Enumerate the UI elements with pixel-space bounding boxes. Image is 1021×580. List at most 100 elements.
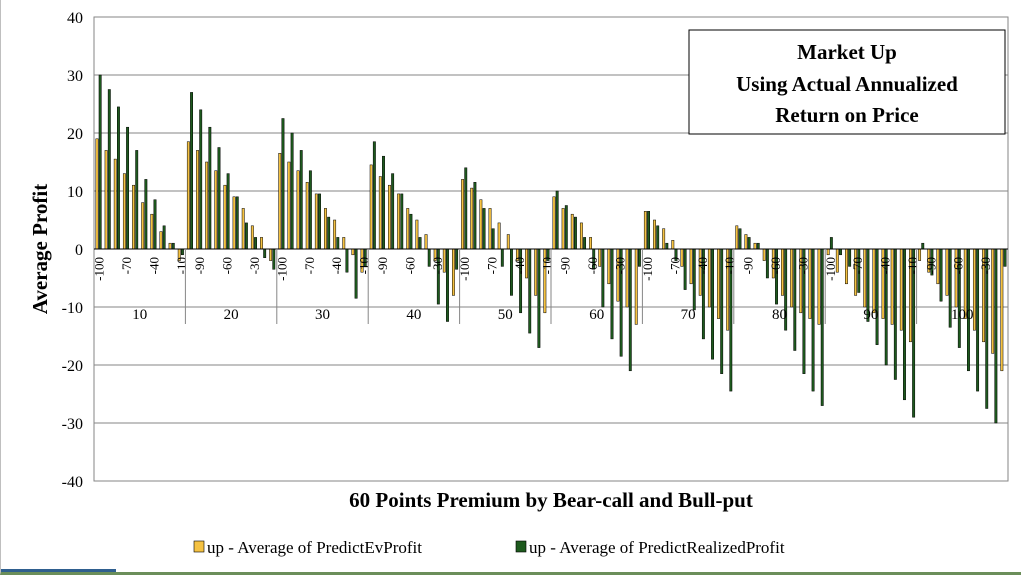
- bar-predict-ev: [168, 242, 172, 250]
- bar-predict-realized: [921, 242, 925, 250]
- bar-predict-realized: [747, 237, 751, 250]
- chart-title-line-3: Return on Price: [775, 103, 918, 127]
- chart-title-box: Market Up Using Actual Annualized Return…: [688, 29, 1006, 135]
- y-tick-label: 20: [67, 126, 83, 143]
- bar-predict-realized: [491, 228, 495, 250]
- bar-predict-ev: [1000, 248, 1004, 372]
- x-group-label: 10: [132, 307, 147, 323]
- chart-title-line-2: Using Actual Annualized: [736, 72, 958, 96]
- bar-predict-realized: [263, 248, 267, 258]
- bar-predict-ev: [762, 248, 766, 261]
- x-tick-label: -70: [302, 257, 317, 274]
- bar-predict-ev: [296, 170, 300, 250]
- bar-predict-realized: [162, 225, 166, 250]
- bar-predict-realized: [473, 182, 477, 250]
- bar-predict-ev: [470, 187, 474, 250]
- bar-predict-ev: [424, 234, 428, 250]
- bar-predict-realized: [939, 248, 943, 302]
- y-tick-label: -30: [62, 416, 83, 433]
- bar-predict-ev: [314, 193, 318, 250]
- bar-predict-ev: [278, 153, 282, 250]
- bar-predict-ev: [406, 208, 410, 250]
- bar-predict-realized: [281, 118, 285, 250]
- legend-label-ev: up - Average of PredictEvProfit: [207, 538, 422, 557]
- bar-predict-realized: [628, 248, 632, 372]
- x-tick-label: -70: [119, 257, 134, 274]
- bar-predict-ev: [369, 164, 373, 250]
- bar-predict-realized: [144, 179, 148, 250]
- x-group-label: 50: [498, 307, 513, 323]
- bar-predict-realized: [656, 225, 660, 250]
- x-tick-label: -10: [539, 257, 554, 274]
- bar-predict-realized: [418, 237, 422, 250]
- bar-predict-ev: [241, 208, 245, 250]
- x-group-label: 30: [315, 307, 330, 323]
- bar-predict-ev: [643, 211, 647, 250]
- y-tick-label: 30: [67, 68, 83, 85]
- x-tick-label: -30: [795, 257, 810, 274]
- bar-predict-ev: [552, 196, 556, 250]
- y-axis-title: Average Profit: [28, 184, 52, 314]
- bar-predict-realized: [994, 248, 998, 424]
- bar-predict-realized: [574, 216, 577, 250]
- x-group-label: 70: [681, 307, 696, 323]
- bar-predict-ev: [378, 176, 382, 250]
- x-group-label: 40: [406, 307, 421, 323]
- bar-predict-ev: [534, 248, 538, 296]
- bar-predict-realized: [135, 150, 139, 250]
- y-tick-label: -40: [62, 474, 83, 491]
- bar-predict-ev: [826, 248, 830, 256]
- bar-predict-ev: [333, 219, 337, 250]
- bar-predict-realized: [226, 173, 230, 250]
- bar-predict-ev: [305, 182, 309, 250]
- window-edge-strip: [1, 569, 116, 572]
- bar-predict-realized: [811, 248, 815, 392]
- bar-predict-realized: [336, 237, 340, 250]
- bar-predict-realized: [482, 208, 486, 250]
- bar-predict-ev: [790, 248, 794, 308]
- bar-predict-realized: [217, 147, 221, 250]
- bar-predict-realized: [290, 132, 294, 250]
- bar-predict-realized: [839, 248, 842, 256]
- bar-predict-ev: [634, 248, 638, 325]
- x-tick-label: -60: [402, 257, 417, 274]
- bar-predict-realized: [446, 248, 449, 322]
- bar-predict-ev: [388, 184, 391, 250]
- bar-predict-ev: [662, 228, 666, 250]
- bar-predict-realized: [208, 126, 212, 250]
- x-tick-label: -90: [375, 257, 390, 274]
- bar-predict-realized: [382, 155, 385, 250]
- x-tick-label: -30: [247, 257, 262, 274]
- bar-predict-realized: [409, 213, 413, 250]
- y-axis-tick-labels: 40 30 20 10 0 -10 -20 -30 -40: [62, 10, 83, 491]
- bar-predict-realized: [738, 228, 742, 250]
- bar-predict-realized: [254, 237, 257, 250]
- chart-title-line-1: Market Up: [797, 40, 897, 64]
- x-tick-label: -70: [485, 257, 500, 274]
- bar-predict-ev: [689, 248, 693, 285]
- bar-predict-ev: [589, 237, 592, 250]
- bar-predict-realized: [117, 106, 120, 250]
- legend-swatch-ev: [193, 540, 205, 553]
- bar-predict-ev: [269, 248, 273, 261]
- bar-predict-realized: [391, 173, 395, 250]
- bar-predict-ev: [735, 225, 739, 250]
- bar-predict-ev: [753, 242, 757, 250]
- bar-predict-ev: [250, 225, 254, 250]
- bar-predict-realized: [199, 109, 203, 250]
- x-tick-label: -40: [878, 257, 893, 274]
- x-tick-label: -100: [640, 257, 655, 281]
- x-tick-label: -70: [667, 257, 682, 274]
- bar-predict-realized: [235, 196, 239, 250]
- bar-predict-ev: [351, 248, 355, 256]
- x-tick-label: -60: [585, 257, 600, 274]
- x-tick-label: -100: [457, 257, 472, 281]
- bar-predict-realized: [327, 216, 331, 250]
- bar-predict-ev: [506, 234, 510, 250]
- bar-predict-realized: [180, 248, 184, 256]
- bar-predict-realized: [190, 92, 193, 250]
- bar-predict-realized: [171, 242, 175, 250]
- x-group-label: 20: [224, 307, 239, 323]
- bar-predict-ev: [342, 237, 346, 250]
